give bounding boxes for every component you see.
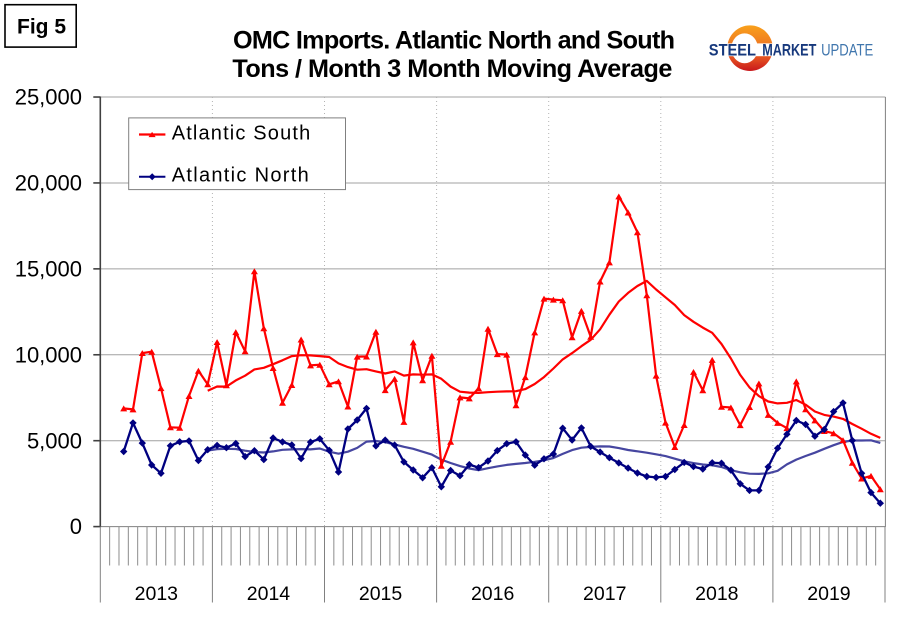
- svg-text:10,000: 10,000: [15, 342, 82, 367]
- svg-text:5,000: 5,000: [27, 428, 82, 453]
- svg-text:2017: 2017: [583, 583, 626, 605]
- svg-text:UPDATE: UPDATE: [821, 41, 873, 59]
- svg-text:2013: 2013: [135, 583, 178, 605]
- svg-text:2019: 2019: [807, 583, 850, 605]
- svg-text:OMC Imports. Atlantic North an: OMC Imports. Atlantic North and South: [233, 27, 675, 55]
- svg-text:Atlantic South: Atlantic South: [172, 122, 311, 144]
- svg-text:25,000: 25,000: [15, 85, 82, 110]
- svg-text:2015: 2015: [359, 583, 403, 605]
- svg-text:15,000: 15,000: [15, 256, 82, 281]
- svg-text:2018: 2018: [695, 583, 738, 605]
- svg-text:Fig 5: Fig 5: [17, 16, 66, 39]
- svg-text:STEEL: STEEL: [709, 41, 756, 59]
- svg-text:Tons / Month 3 Month Moving Av: Tons / Month 3 Month Moving Average: [232, 55, 672, 83]
- svg-text:2016: 2016: [471, 583, 514, 605]
- svg-text:2014: 2014: [247, 583, 291, 605]
- svg-text:20,000: 20,000: [15, 171, 82, 196]
- svg-text:0: 0: [70, 514, 82, 539]
- svg-text:MARKET: MARKET: [762, 41, 816, 59]
- svg-text:Atlantic North: Atlantic North: [172, 165, 309, 187]
